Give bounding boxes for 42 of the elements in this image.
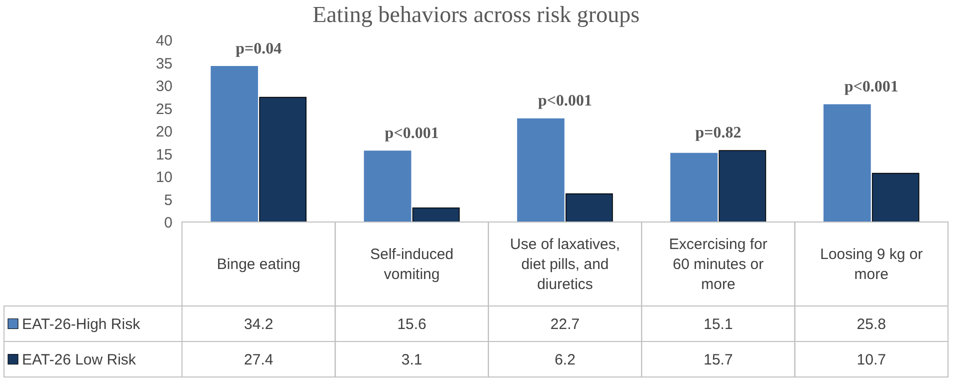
legend-label: EAT-26-High Risk — [22, 316, 141, 333]
data-label: 15.1 — [704, 316, 733, 333]
x-tick-label: Use of laxatives, diet pills, and diuretics — [510, 236, 620, 293]
annotation: p=0.82 — [695, 124, 742, 142]
y-tick-label: 35 — [156, 55, 172, 72]
data-label: 22.7 — [550, 316, 580, 333]
bar — [259, 96, 306, 222]
y-tick-label: 15 — [156, 146, 172, 164]
y-tick-label: 0 — [164, 214, 172, 232]
y-tick-label: 20 — [156, 124, 172, 140]
x-tick-label: Self-induced vomiting — [370, 246, 454, 283]
data-label: 15.6 — [397, 316, 426, 333]
y-tick-label: 30 — [156, 78, 172, 95]
y-tick-label: 10 — [156, 169, 172, 186]
bar — [566, 193, 613, 222]
legend-label: EAT-26 Low Risk — [22, 351, 136, 368]
bar — [412, 207, 460, 222]
annotation: p<0.001 — [844, 78, 898, 96]
bar — [718, 150, 766, 222]
bar — [210, 66, 258, 222]
data-label: 27.4 — [244, 351, 274, 368]
chart-title: Eating behaviors across risk groups — [312, 2, 640, 27]
annotation: p<0.001 — [384, 125, 439, 142]
bar — [364, 150, 412, 222]
x-tick-label: Binge eating — [216, 256, 300, 273]
bar — [517, 118, 564, 222]
x-tick-label: Excercising for 60 minutes or more — [669, 236, 768, 293]
data-label: 34.2 — [244, 316, 274, 333]
y-tick-label: 25 — [156, 100, 172, 118]
y-tick-label: 5 — [164, 192, 172, 209]
annotation: p<0.001 — [538, 92, 592, 110]
data-label: 10.7 — [856, 351, 886, 368]
data-label: 6.2 — [554, 351, 576, 368]
data-label: 3.1 — [401, 351, 422, 368]
data-label: 15.7 — [704, 351, 733, 368]
x-tick-label: Loosing 9 kg or more — [820, 246, 923, 283]
y-tick-label: 40 — [156, 32, 172, 50]
bar — [824, 104, 871, 222]
annotation: p=0.04 — [236, 40, 282, 58]
bar — [872, 172, 920, 222]
data-label: 25.8 — [856, 316, 886, 333]
bar — [670, 152, 718, 222]
